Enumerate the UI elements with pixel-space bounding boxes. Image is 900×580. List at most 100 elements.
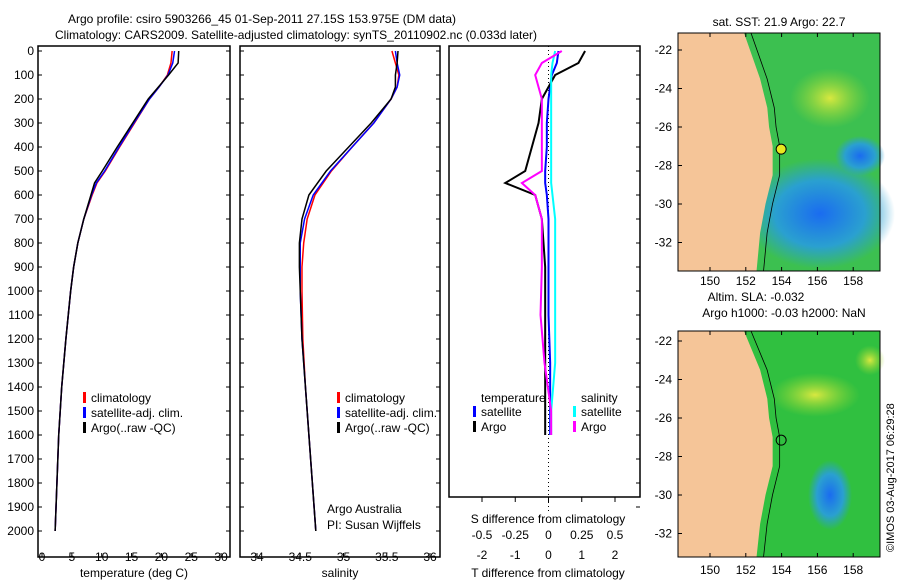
difference-series-1 [503, 50, 586, 435]
x-tick-label: -2 [477, 548, 488, 562]
sla-map-high-sla [855, 345, 885, 376]
legend-title: salinity [581, 391, 618, 405]
x2-axis-label: S difference from climatology [471, 512, 626, 526]
x-axis-label: T difference from climatology [471, 566, 625, 580]
sla-map-argo-marker [775, 434, 787, 446]
x-tick-label: 158 [843, 274, 863, 288]
x-tick-label: 36 [423, 550, 437, 564]
x-tick-label: 34 [250, 550, 264, 564]
x-tick-label: 150 [700, 274, 720, 288]
legend-label: climatology [345, 391, 405, 405]
y-tick-label: 1000 [7, 284, 34, 298]
y-tick-label: -30 [655, 488, 673, 502]
legend-swatch [83, 407, 86, 418]
sla-map-title: Altim. SLA: -0.032 [708, 290, 805, 304]
x-axis-label: temperature (deg C) [80, 566, 188, 580]
y-tick-label: 2000 [7, 524, 34, 538]
x-tick-label: -1 [510, 548, 521, 562]
x-tick-label: 156 [807, 274, 827, 288]
x-tick-label: 15 [125, 550, 139, 564]
legend-label: satellite [481, 405, 522, 419]
y-tick-label: 800 [14, 236, 34, 250]
y-tick-label: 700 [14, 212, 34, 226]
sla-map-frame [677, 330, 881, 558]
y-tick-label: -24 [655, 82, 673, 96]
x-tick-label: 0 [39, 550, 46, 564]
y-tick-label: -22 [655, 43, 673, 57]
x-tick-label: 5 [69, 550, 76, 564]
x-tick-label: 20 [155, 550, 169, 564]
y-tick-label: -24 [655, 373, 673, 387]
sla-map-shelf-contour [750, 330, 781, 558]
x-tick-label: 35 [337, 550, 351, 564]
y-tick-label: -26 [655, 120, 673, 134]
legend-swatch [83, 392, 86, 403]
y-tick-label: 1800 [7, 476, 34, 490]
y-tick-label: -26 [655, 411, 673, 425]
temperature-panel [37, 45, 231, 558]
x-tick-label: 150 [700, 563, 720, 577]
timestamp-stamp: ©IMOS 03-Aug-2017 06:29:28 [885, 403, 897, 552]
legend-label: Argo(..raw -QC) [345, 421, 430, 435]
x-tick-label: 25 [185, 550, 199, 564]
x-axis-label: salinity [322, 566, 359, 580]
legend-label: satellite-adj. clim. [345, 406, 437, 420]
legend-swatch [337, 392, 340, 403]
x-tick-label: 30 [214, 550, 228, 564]
x-tick-label: 0 [545, 548, 552, 562]
legend-swatch [83, 422, 86, 433]
y-tick-label: 200 [14, 92, 34, 106]
legend-swatch [573, 406, 576, 417]
x-tick-label: 154 [772, 274, 792, 288]
sst-map-title: sat. SST: 21.9 Argo: 22.7 [713, 15, 846, 29]
x-tick-label: 156 [807, 563, 827, 577]
y-tick-label: 1700 [7, 452, 34, 466]
y-tick-label: 500 [14, 164, 34, 178]
x2-tick-label: -0.5 [472, 528, 493, 542]
legend-label: Argo(..raw -QC) [91, 421, 176, 435]
title-line-1: Argo profile: csiro 5903266_45 01-Sep-20… [68, 12, 457, 26]
y-tick-label: 300 [14, 116, 34, 130]
x-tick-label: 10 [95, 550, 109, 564]
y-tick-label: 1100 [8, 308, 34, 322]
difference-panel [448, 45, 641, 498]
y-tick-label: 1900 [7, 500, 34, 514]
x2-tick-label: 0 [545, 528, 552, 542]
y-tick-label: 400 [14, 140, 34, 154]
y-tick-label: -30 [655, 197, 673, 211]
salinity-panel [239, 45, 441, 558]
y-tick-label: -32 [655, 527, 673, 541]
x-tick-label: 35.5 [375, 550, 399, 564]
x-tick-label: 34.5 [289, 550, 313, 564]
legend-label: satellite [581, 405, 622, 419]
x-tick-label: 154 [772, 563, 792, 577]
sla-map-subtitle: Argo h1000: -0.03 h2000: NaN [702, 306, 865, 320]
legend-swatch [337, 422, 340, 433]
y-tick-label: -28 [655, 450, 673, 464]
y-tick-label: 600 [14, 188, 34, 202]
salinity-series-1 [299, 50, 401, 532]
sst-map-cool-water [835, 135, 885, 176]
legend-label: climatology [91, 391, 151, 405]
temperature-series-0 [54, 50, 173, 532]
x-tick-label: 1 [578, 548, 585, 562]
x2-tick-label: -0.25 [502, 528, 530, 542]
legend-swatch [473, 406, 476, 417]
sst-map-frame [677, 32, 881, 272]
x2-tick-label: 0.25 [570, 528, 594, 542]
x-tick-label: 2 [612, 548, 619, 562]
sst-map-land [678, 33, 773, 271]
x-tick-label: 158 [843, 563, 863, 577]
salinity-series-0 [301, 50, 400, 532]
temperature-series-1 [54, 50, 176, 532]
y-tick-label: 1400 [7, 380, 34, 394]
y-tick-label: 100 [14, 68, 34, 82]
salinity-series-2 [298, 50, 399, 532]
legend-swatch [573, 421, 576, 432]
title-line-2: Climatology: CARS2009. Satellite-adjuste… [55, 28, 538, 42]
x2-tick-label: 0.5 [607, 528, 624, 542]
sla-map-land [678, 331, 773, 557]
temperature-series-2 [54, 50, 180, 532]
